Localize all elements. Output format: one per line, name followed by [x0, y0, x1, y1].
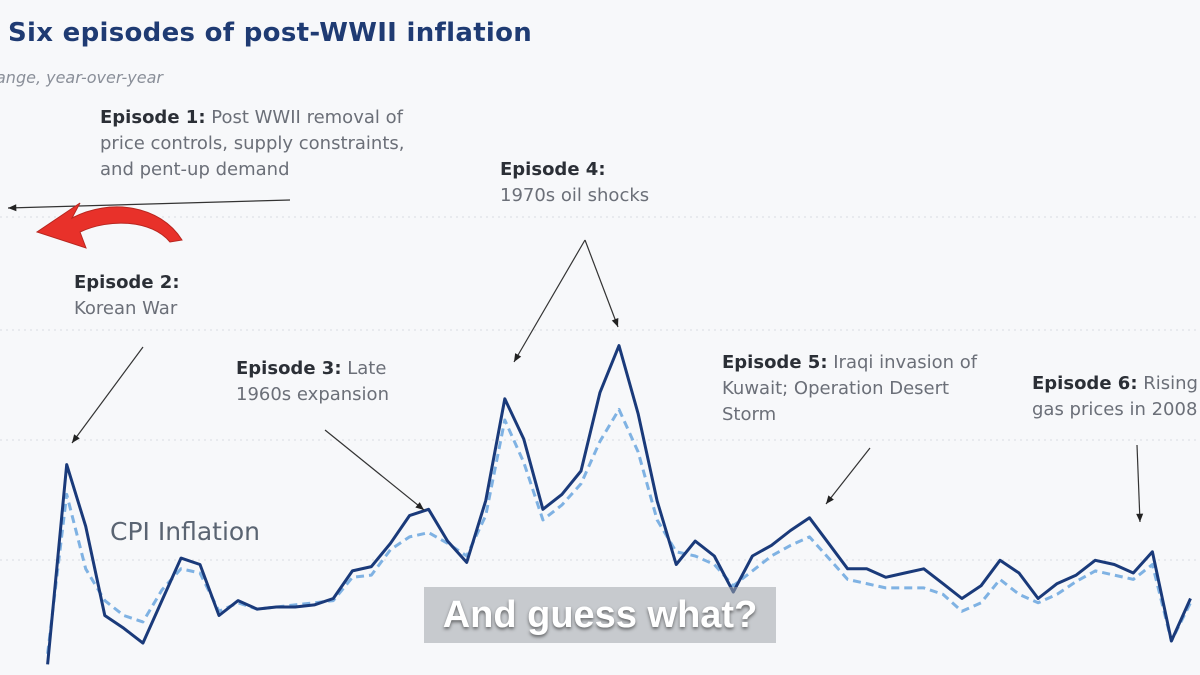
episode-5-line-1: Iraqi invasion of [833, 352, 978, 373]
episode-1-arrow-line [7, 199, 291, 209]
episode-3-line-1: Late [347, 358, 387, 379]
episode-2-line-1: Korean War [74, 298, 178, 319]
episode-3-line-2: 1960s expansion [236, 384, 389, 405]
episode-5-line-2: Kuwait; Operation Desert [722, 378, 950, 399]
episode-5-line-3: Storm [722, 404, 777, 425]
episode-4a-arrowhead [514, 353, 522, 362]
episode-4-line-1: 1970s oil shocks [500, 185, 650, 206]
episode-1-arrowhead [8, 204, 17, 212]
episode-2-annotation: Episode 2: Korean War [74, 270, 180, 322]
episode-2-arrow-line [71, 346, 144, 444]
chart-subtitle: ange, year-over-year [0, 68, 163, 87]
episode-5-annotation: Episode 5: Iraqi invasion of Kuwait; Ope… [722, 350, 977, 428]
episode-6-arrowhead [1136, 513, 1144, 522]
video-caption: And guess what? [424, 587, 776, 643]
episode-1-heading: Episode 1: [100, 107, 206, 128]
episode-1-line-3: and pent-up demand [100, 159, 290, 180]
episode-1-line-1: Post WWII removal of [211, 107, 403, 128]
episode-2-arrowhead [72, 434, 80, 443]
series-line-dashed [46, 407, 1192, 654]
episode-6-line-1: Rising [1143, 373, 1198, 394]
episode-2-heading: Episode 2: [74, 272, 180, 293]
episode-1-annotation: Episode 1: Post WWII removal of price co… [100, 105, 405, 183]
episode-4b-arrowhead [611, 318, 619, 327]
episode-4a-arrow-line [513, 239, 586, 363]
episode-5-arrow-line [825, 447, 871, 505]
episode-6-annotation: Episode 6: Rising gas prices in 2008 [1032, 371, 1198, 423]
episode-4-heading: Episode 4: [500, 159, 606, 180]
series-line-cpi [46, 344, 1192, 665]
episode-5-heading: Episode 5: [722, 352, 828, 373]
episode-3-heading: Episode 3: [236, 358, 342, 379]
episode-3-arrowhead [415, 502, 424, 510]
series-label-cpi: CPI Inflation [110, 517, 261, 546]
episode-4-annotation: Episode 4: 1970s oil shocks [500, 157, 649, 209]
episode-1-line-2: price controls, supply constraints, [100, 133, 405, 154]
chart-title: Six episodes of post-WWII inflation [8, 18, 533, 48]
red-pointer-arrow-icon [35, 202, 183, 249]
episode-3-annotation: Episode 3: Late 1960s expansion [236, 356, 389, 408]
episode-6-line-2: gas prices in 2008 [1032, 399, 1198, 420]
episode-6-arrow-line [1136, 444, 1141, 523]
episode-6-heading: Episode 6: [1032, 373, 1138, 394]
episode-5-arrowhead [826, 495, 834, 504]
episode-4b-arrow-line [584, 239, 619, 328]
episode-3-arrow-line [324, 429, 425, 511]
